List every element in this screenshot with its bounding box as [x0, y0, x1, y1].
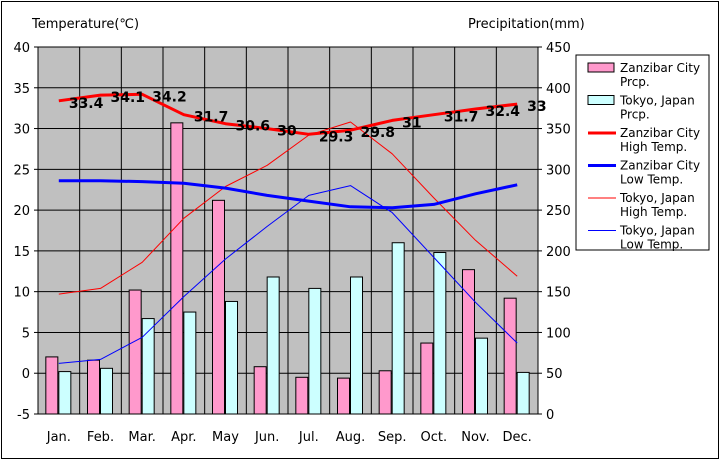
- y-left-tick-label: 30: [13, 123, 30, 138]
- y-left-tick-label: 40: [13, 41, 30, 56]
- legend-label: Tokyo, Japan: [619, 224, 695, 238]
- data-label-zanzibar-high: 34.2: [152, 89, 187, 105]
- bar-tokyo-prcp: [141, 318, 155, 415]
- bar-zanzibar-prcp: [503, 297, 517, 415]
- bar-zanzibar-prcp: [462, 269, 475, 415]
- y-left-axis-title: Temperature(℃): [31, 17, 139, 32]
- bar-tokyo-prcp: [100, 367, 113, 415]
- y-left-tick-label: 25: [13, 163, 30, 178]
- data-label-zanzibar-high: 34.1: [111, 90, 146, 106]
- data-label-zanzibar-high: 29.8: [361, 125, 396, 141]
- data-label-zanzibar-high: 31: [402, 115, 421, 131]
- legend-swatch: [587, 95, 615, 105]
- x-tick-label: May: [212, 430, 239, 445]
- y-right-tick-label: 250: [546, 204, 571, 219]
- bar-zanzibar-prcp: [420, 342, 434, 415]
- legend-label: Zanzibar City: [620, 126, 700, 140]
- bar-tokyo-prcp: [266, 276, 280, 415]
- legend-label: High Temp.: [620, 205, 687, 219]
- y-right-tick-label: 350: [546, 123, 571, 138]
- line-tokyo-japan-high-temp: [58, 121, 518, 295]
- data-label-zanzibar-high: 29.3: [319, 129, 354, 145]
- legend-label: Tokyo, Japan: [619, 94, 695, 108]
- legend-box: [575, 54, 710, 251]
- y-right-tick-label: 100: [546, 326, 571, 341]
- legend-label: Zanzibar City: [620, 159, 700, 173]
- bar-tokyo-prcp: [475, 337, 488, 415]
- legend-label: Zanzibar City: [620, 61, 700, 75]
- bar-zanzibar-prcp: [128, 289, 142, 415]
- y-left-tick-label: -5: [17, 408, 30, 423]
- data-label-zanzibar-high: 33: [527, 99, 546, 115]
- y-right-tick-label: 0: [546, 408, 554, 423]
- bar-zanzibar-prcp: [170, 122, 184, 415]
- legend-label: High Temp.: [620, 140, 687, 154]
- data-label-zanzibar-high: 31.7: [194, 110, 229, 126]
- line-zanzibar-city-high-temp: [58, 92, 518, 136]
- legend-label: Tokyo, Japan: [619, 191, 695, 205]
- x-tick-label: Feb.: [87, 430, 114, 445]
- x-tick-label: Nov.: [461, 430, 490, 445]
- bar-tokyo-prcp: [225, 300, 238, 415]
- bar-tokyo-prcp: [433, 252, 447, 415]
- line-zanzibar-city-low-temp: [58, 179, 518, 210]
- bar-zanzibar-prcp: [295, 376, 309, 415]
- x-tick-label: Oct.: [421, 430, 448, 445]
- y-right-tick-label: 450: [546, 41, 571, 56]
- bar-zanzibar-prcp: [337, 377, 350, 415]
- x-tick-label: Jun.: [254, 430, 279, 445]
- y-left-tick-label: 15: [13, 245, 30, 260]
- legend-swatch: [587, 62, 615, 73]
- legend-label: Low Temp.: [620, 173, 683, 187]
- y-left-tick-label: 35: [13, 82, 30, 97]
- data-label-zanzibar-high: 31.7: [444, 110, 479, 126]
- y-left-tick-label: 20: [13, 204, 30, 219]
- data-label-zanzibar-high: 30.6: [236, 119, 271, 135]
- y-right-tick-label: 300: [546, 163, 571, 178]
- bar-zanzibar-prcp: [253, 366, 267, 415]
- y-left-tick-label: 0: [22, 367, 30, 382]
- y-right-tick-label: 150: [546, 286, 571, 301]
- y-right-axis-title: Precipitation(mm): [468, 17, 585, 32]
- y-right-tick-label: 200: [546, 245, 571, 260]
- bar-tokyo-prcp: [516, 371, 530, 415]
- bar-tokyo-prcp: [350, 276, 363, 415]
- y-left-tick-label: 10: [13, 286, 30, 301]
- legend-label: Prcp.: [620, 108, 650, 122]
- bar-zanzibar-prcp: [45, 356, 59, 415]
- x-tick-label: Jul.: [298, 430, 319, 445]
- bar-tokyo-prcp: [183, 311, 197, 415]
- x-tick-label: Mar.: [128, 430, 155, 445]
- legend-label: Prcp.: [620, 75, 650, 89]
- x-tick-label: Aug.: [336, 430, 366, 445]
- y-right-tick-label: 400: [546, 82, 571, 97]
- x-tick-label: Dec.: [503, 430, 532, 445]
- x-tick-label: Sep.: [378, 430, 407, 445]
- data-label-zanzibar-high: 32.4: [486, 104, 521, 120]
- x-tick-label: Apr.: [171, 430, 196, 445]
- bar-tokyo-prcp: [391, 242, 405, 415]
- bar-zanzibar-prcp: [378, 370, 392, 415]
- x-tick-label: Jan.: [46, 430, 71, 445]
- line-tokyo-japan-low-temp: [58, 185, 518, 364]
- y-right-tick-label: 50: [546, 367, 563, 382]
- data-label-zanzibar-high: 33.4: [69, 96, 104, 112]
- bar-zanzibar-prcp: [87, 359, 100, 415]
- legend-label: Low Temp.: [620, 238, 683, 252]
- bar-tokyo-prcp: [308, 287, 322, 415]
- data-label-zanzibar-high: 30: [277, 124, 297, 140]
- y-left-tick-label: 5: [22, 326, 30, 341]
- bar-zanzibar-prcp: [212, 199, 225, 415]
- bar-tokyo-prcp: [58, 371, 72, 415]
